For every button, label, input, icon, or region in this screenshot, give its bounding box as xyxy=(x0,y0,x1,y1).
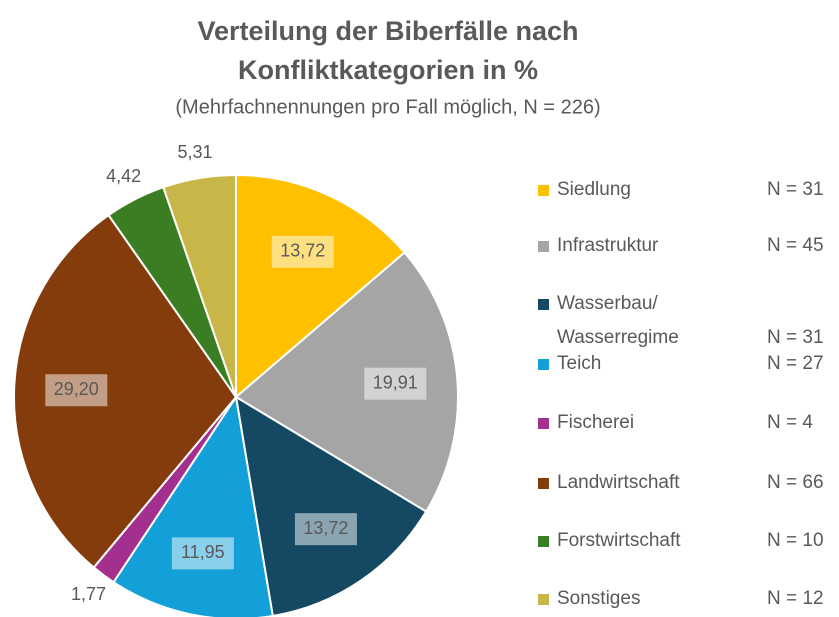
legend-marker xyxy=(538,478,549,489)
legend-note: N = 4 xyxy=(767,412,813,433)
legend-note: N = 10 xyxy=(767,530,824,551)
chart-subtitle: (Mehrfachnennungen pro Fall möglich, N =… xyxy=(175,96,600,118)
legend-marker xyxy=(538,241,549,252)
data-label-box xyxy=(45,374,108,407)
chart-title: Konfliktkategorien in % xyxy=(238,55,538,85)
pie-slice xyxy=(162,173,237,398)
legend-label: Infrastruktur xyxy=(557,235,659,256)
legend-marker xyxy=(538,418,549,429)
legend-note: N = 66 xyxy=(767,472,824,493)
legend-item: Siedlung N = 31 xyxy=(538,173,824,207)
data-label: 5,31 xyxy=(177,142,212,162)
data-label: 13,72 xyxy=(280,241,325,261)
legend-note: N = 31 xyxy=(767,327,824,348)
data-label: 11,95 xyxy=(181,542,225,562)
data-label-box xyxy=(171,537,234,570)
legend-label: Siedlung xyxy=(557,179,631,200)
legend-label: Sonstiges xyxy=(557,588,641,609)
legend-label: Teich xyxy=(557,353,602,374)
legend-item: Wasserbau/ Wasserregime N = 31 xyxy=(538,287,824,355)
data-label: 4,42 xyxy=(106,166,141,186)
legend-marker xyxy=(538,185,549,196)
legend-item: Sonstiges N = 12 xyxy=(538,582,824,616)
pie-slice xyxy=(234,251,459,513)
legend-note: N = 12 xyxy=(767,588,824,609)
pie-slice xyxy=(234,395,428,617)
data-label: 13,72 xyxy=(303,518,348,538)
data-label: 19,91 xyxy=(373,372,418,392)
data-label-box xyxy=(271,235,334,268)
pie-slice xyxy=(13,213,238,569)
data-label-box xyxy=(294,513,357,546)
legend-label: Fischerei xyxy=(557,412,635,433)
legend-marker xyxy=(538,299,549,310)
legend-marker xyxy=(538,359,549,370)
data-label: 29,20 xyxy=(54,379,99,399)
legend-note: N = 31 xyxy=(767,179,824,200)
legend-item: Landwirtschaft N = 66 xyxy=(538,466,824,500)
legend-note: N = 45 xyxy=(767,235,824,256)
pie-slice xyxy=(235,173,406,400)
chart-title: Verteilung der Biberfälle nach xyxy=(197,16,578,46)
legend-label: Landwirtschaft xyxy=(557,472,680,493)
data-label-box xyxy=(364,367,427,400)
legend-label: Forstwirtschaft xyxy=(557,530,681,551)
data-label: 1,77 xyxy=(71,584,106,604)
legend-label: Wasserbau/ Wasserregime xyxy=(557,293,679,348)
legend-marker xyxy=(538,594,549,605)
legend-note: N = 27 xyxy=(767,353,824,374)
legend-marker xyxy=(538,536,549,547)
legend-item: Fischerei N = 4 xyxy=(538,406,813,440)
legend-item: Forstwirtschaft N = 10 xyxy=(538,524,824,558)
legend-item: Infrastruktur N = 45 xyxy=(538,229,824,263)
legend-item: Teich N = 27 xyxy=(538,347,824,381)
